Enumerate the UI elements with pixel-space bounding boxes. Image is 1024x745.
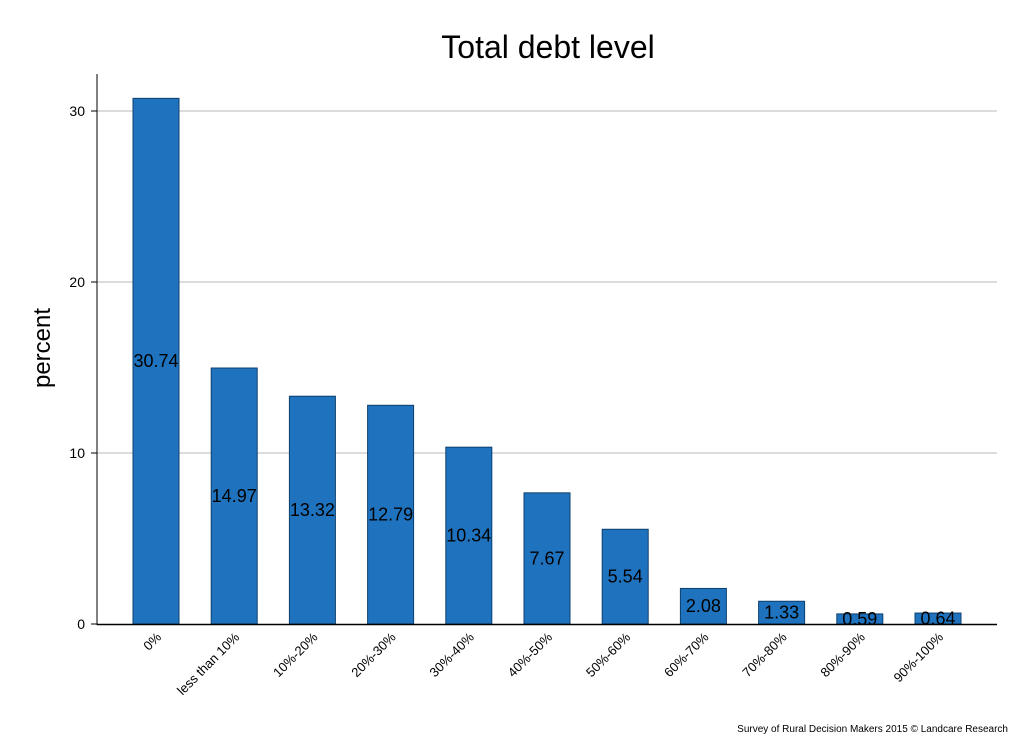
data-labels: 30.74 14.97 13.32 12.79 10.34 7.67 5.54 2.08 1.3… xyxy=(133,351,955,629)
data-label: 2.08 xyxy=(686,596,721,616)
x-tick-label: 80%-90% xyxy=(817,629,868,680)
bar xyxy=(210,367,258,625)
x-tick-label: 10%-20% xyxy=(270,629,321,680)
data-label: 12.79 xyxy=(368,505,413,525)
data-label: 10.34 xyxy=(446,526,491,546)
bar xyxy=(679,587,727,625)
data-label: 7.67 xyxy=(529,548,564,568)
y-tick-label: 10 xyxy=(69,445,85,461)
bar xyxy=(601,528,649,625)
data-label: 13.32 xyxy=(290,500,335,520)
x-tick-label: 40%-50% xyxy=(505,629,556,680)
data-label: 5.54 xyxy=(608,567,643,587)
x-tick-label: 30%-40% xyxy=(426,629,477,680)
bar xyxy=(288,395,336,625)
y-tick-label: 0 xyxy=(77,616,85,632)
x-tick-label: less than 10% xyxy=(174,629,243,698)
bars xyxy=(132,97,962,625)
y-tick-label: 20 xyxy=(69,274,85,290)
source-credit: Survey of Rural Decision Makers 2015 © L… xyxy=(737,724,1008,735)
data-label: 30.74 xyxy=(133,351,178,371)
data-label: 0.64 xyxy=(920,609,955,629)
data-label: 1.33 xyxy=(764,603,799,623)
x-ticks: 0% less than 10% 10%-20% 20%-30% 30%-40% 40%-… xyxy=(140,629,946,698)
x-tick-label: 70%-80% xyxy=(739,629,790,680)
x-tick-label: 90%-100% xyxy=(891,629,947,685)
x-tick-label: 60%-70% xyxy=(661,629,712,680)
x-tick-label: 50%-60% xyxy=(583,629,634,680)
x-tick-label: 0% xyxy=(140,629,164,653)
bar xyxy=(132,97,180,625)
axes xyxy=(96,74,997,626)
data-label: 14.97 xyxy=(212,486,257,506)
data-label: 0.59 xyxy=(842,609,877,629)
y-tick-label: 30 xyxy=(69,103,85,119)
chart-title: Total debt level xyxy=(441,29,654,65)
x-tick-label: 20%-30% xyxy=(348,629,399,680)
y-ticks: 0 10 20 30 xyxy=(69,103,97,632)
y-axis-label: percent xyxy=(29,308,56,388)
